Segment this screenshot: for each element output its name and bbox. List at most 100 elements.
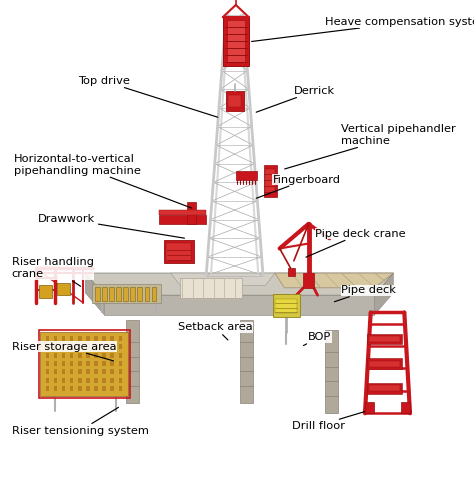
Bar (70, 378, 73, 383)
Bar (86, 336, 90, 341)
Bar (369, 385, 400, 391)
Bar (145, 287, 149, 301)
Text: Derrick: Derrick (256, 86, 335, 112)
Text: Horizontal-to-vertical
pipehandling machine: Horizontal-to-vertical pipehandling mach… (14, 154, 192, 208)
Bar (152, 287, 156, 301)
Bar (94, 353, 98, 358)
Bar (62, 353, 65, 358)
Bar (288, 268, 295, 276)
Bar (180, 278, 242, 298)
Bar (54, 378, 57, 383)
Bar (78, 344, 82, 349)
Bar (62, 344, 65, 349)
Bar (365, 402, 374, 413)
Bar (118, 361, 122, 366)
Bar (78, 353, 82, 358)
Bar (54, 386, 57, 391)
Bar (46, 344, 49, 349)
Bar (70, 336, 73, 341)
Bar (369, 361, 400, 367)
Bar (102, 353, 106, 358)
Bar (110, 378, 114, 383)
Polygon shape (104, 295, 374, 315)
Bar (46, 361, 49, 366)
Bar (367, 358, 402, 369)
Bar (94, 336, 98, 341)
Bar (118, 369, 122, 374)
Text: Drawwork: Drawwork (38, 214, 184, 238)
Bar (264, 165, 277, 197)
Bar (86, 369, 90, 374)
Polygon shape (85, 273, 393, 295)
Bar (78, 361, 82, 366)
Text: Top drive: Top drive (78, 76, 218, 117)
Bar (166, 243, 191, 261)
Bar (86, 344, 90, 349)
Bar (109, 287, 114, 301)
Bar (92, 284, 161, 303)
Bar (62, 386, 65, 391)
Bar (110, 344, 114, 349)
Bar (118, 386, 122, 391)
Bar (226, 91, 244, 111)
Bar (102, 287, 107, 301)
Bar (78, 336, 82, 341)
Bar (110, 386, 114, 391)
Text: BOP: BOP (303, 332, 331, 345)
Bar (110, 336, 114, 341)
Text: Setback area: Setback area (178, 322, 252, 340)
Bar (159, 210, 206, 215)
Bar (62, 336, 65, 341)
Text: Fingerboard: Fingerboard (256, 175, 340, 198)
Bar (46, 336, 49, 341)
Bar (54, 369, 57, 374)
Bar (94, 344, 98, 349)
Text: Heave compensation system: Heave compensation system (252, 17, 474, 41)
Bar (54, 336, 57, 341)
Bar (369, 336, 400, 342)
Bar (236, 171, 257, 180)
Bar (102, 369, 106, 374)
Bar (46, 353, 49, 358)
Bar (70, 361, 73, 366)
Bar (273, 294, 300, 317)
Bar (164, 240, 194, 263)
Bar (70, 353, 73, 358)
Bar (70, 344, 73, 349)
Bar (159, 215, 206, 224)
Bar (86, 386, 90, 391)
Bar (265, 169, 275, 194)
Bar (86, 378, 90, 383)
Bar (367, 383, 402, 394)
Bar (57, 283, 70, 295)
Bar (130, 287, 135, 301)
Bar (78, 369, 82, 374)
Bar (70, 386, 73, 391)
Polygon shape (374, 273, 393, 315)
Bar (223, 17, 249, 66)
Bar (46, 386, 49, 391)
Bar (275, 299, 297, 313)
Text: Pipe deck crane: Pipe deck crane (306, 229, 406, 257)
Bar (70, 369, 73, 374)
Bar (303, 273, 314, 288)
Bar (95, 287, 100, 301)
Bar (118, 378, 122, 383)
Bar (102, 361, 106, 366)
Bar (240, 320, 253, 403)
Polygon shape (85, 273, 104, 315)
Bar (62, 378, 65, 383)
Bar (62, 361, 65, 366)
Bar (123, 287, 128, 301)
Bar (325, 330, 338, 413)
Bar (78, 378, 82, 383)
Bar (110, 353, 114, 358)
Bar (94, 369, 98, 374)
Bar (40, 332, 128, 396)
Bar (116, 287, 121, 301)
Bar (137, 287, 142, 301)
Bar (118, 336, 122, 341)
Bar (86, 353, 90, 358)
Bar (118, 353, 122, 358)
Bar (126, 320, 139, 403)
